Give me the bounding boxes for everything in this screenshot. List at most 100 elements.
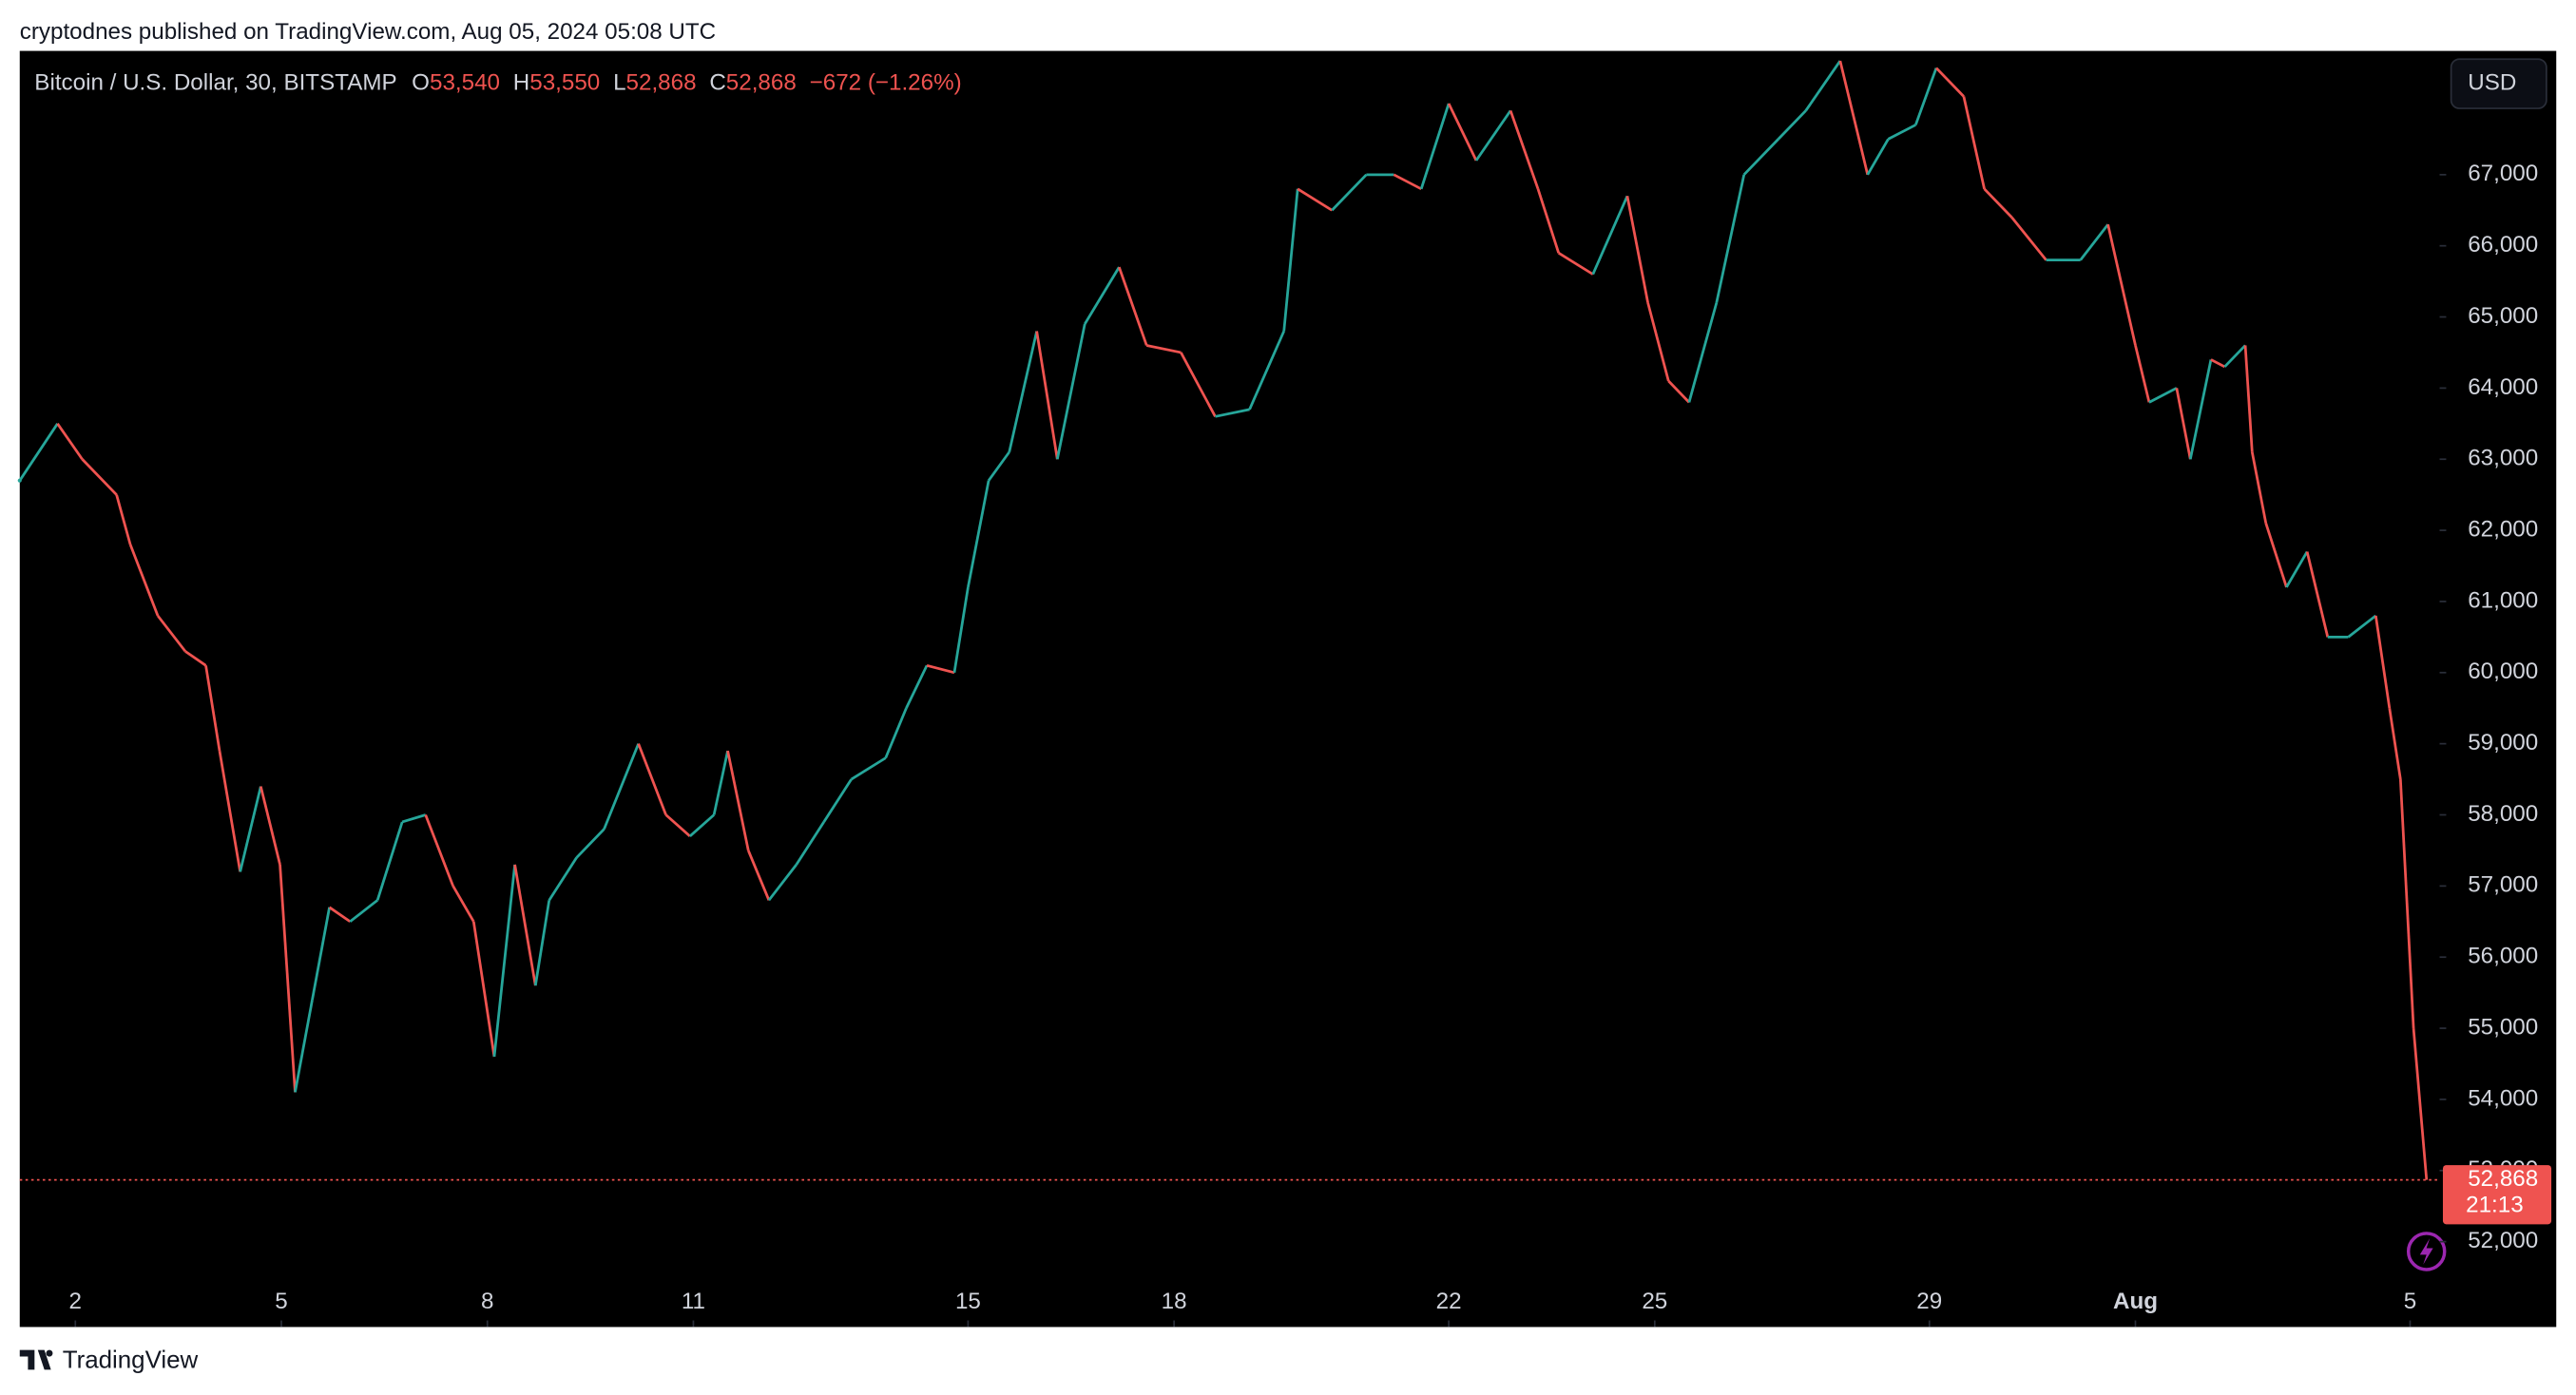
y-tick-label: 58,000 [2468,801,2538,827]
x-tick-label: 8 [481,1289,493,1314]
price-segment [712,750,729,815]
ohlc-value: 52,868 [726,70,797,96]
price-segment [1591,195,1629,276]
y-tick-label: 52,000 [2468,1228,2538,1253]
price-segment [2374,615,2392,709]
logo [19,1349,53,1370]
price-segment [2106,223,2137,346]
ohlc-value: 53,540 [430,70,500,96]
price-segment [2264,523,2288,588]
y-tick-label: 55,000 [2468,1014,2538,1040]
currency-button[interactable] [2450,58,2547,109]
price-segment [1180,352,1217,417]
ohlc-label: L [613,70,625,96]
price-segment [1804,60,1842,112]
price-segment [115,494,132,545]
price-segment [401,813,427,824]
flash-glyph [2419,1238,2433,1265]
last-price-label: 52,868 [2468,1166,2538,1192]
price-segment [1777,109,1807,141]
price-segment [767,864,798,902]
price-segment [1838,60,1870,176]
price-segment [1084,266,1121,325]
price-segment [128,544,160,617]
price-segment [1557,251,1594,276]
y-tick-label: 54,000 [2468,1085,2538,1111]
price-segment [1962,96,1986,190]
price-segment [328,906,352,923]
publisher: cryptodnes published on TradingView.com,… [20,19,716,45]
x-tick-label: 18 [1162,1289,1187,1314]
flash-icon[interactable] [2406,1232,2447,1271]
price-segment [1055,323,1086,460]
y-tick-label: 57,000 [2468,872,2538,898]
price-segment [1687,302,1719,403]
ohlc-label: C [709,70,725,96]
price-segment [884,707,908,759]
price-segment [603,743,640,830]
price-segment [1447,103,1478,162]
price-segment [1145,344,1182,354]
y-tick-label: 60,000 [2468,659,2538,684]
y-tick-label: 64,000 [2468,374,2538,400]
price-segment [2010,216,2047,261]
y-tick-label: 63,000 [2468,446,2538,471]
price-segment [2250,451,2268,524]
price-segment [471,921,496,1058]
x-tick-label: 11 [682,1289,705,1314]
price-segment [2305,551,2330,638]
price-segment [2148,387,2178,404]
x-tick-label: Aug [2113,1289,2158,1314]
price-segment [1887,124,1916,141]
price-segment [726,750,750,851]
price-segment [1331,173,1368,212]
price-segment [156,615,186,653]
y-tick-label: 66,000 [2468,232,2538,258]
price-segment [688,813,716,837]
change: −672 (−1.26%) [810,70,962,96]
x-tick-label: 5 [275,1289,287,1314]
price-segment [1474,109,1512,162]
price-segment [2412,1027,2429,1180]
currency: USD [2468,70,2516,96]
price-segment [2285,550,2309,588]
price-segment [424,814,454,887]
y-tick-label: 59,000 [2468,730,2538,755]
price-segment [905,664,929,709]
price-segment [952,586,970,674]
ohlc-value: 53,550 [529,70,600,96]
ohlc-label: O [412,70,430,96]
price-segment [452,885,475,923]
price-segment [2347,614,2377,639]
price-segment [1118,266,1148,346]
x-tick-label: 2 [69,1289,82,1314]
price-segment [795,821,825,866]
price-segment [2398,779,2415,1029]
price-segment [2210,358,2226,369]
price-segment [1282,188,1299,332]
last-price-box [2442,1165,2552,1225]
price-segment [294,999,314,1093]
price-segment [2134,345,2151,403]
brand: TradingView [63,1347,199,1374]
price-segment [1983,187,2013,219]
y-tick-label: 65,000 [2468,303,2538,329]
x-tick-label: 29 [1916,1289,1942,1314]
price-segment [2243,345,2254,452]
price-segment [1625,196,1649,303]
chart-panel [19,50,2557,1328]
y-tick-label: 67,000 [2468,161,2538,186]
price-segment [18,423,59,482]
y-tick-label: 62,000 [2468,516,2538,542]
price-segment [513,864,537,986]
price-segment [1215,408,1250,418]
legend: Bitcoin / U.S. Dollar, 30, BITSTAMP O 53,5… [34,70,961,96]
x-tick-label: 5 [2404,1289,2416,1314]
price-segment [1742,138,1779,176]
price-segment [492,864,516,1058]
chart-title: Bitcoin / U.S. Dollar, 30, BITSTAMP [34,70,396,96]
price-segment [548,856,578,902]
price-segment [2188,359,2213,460]
price-segment [822,778,853,823]
